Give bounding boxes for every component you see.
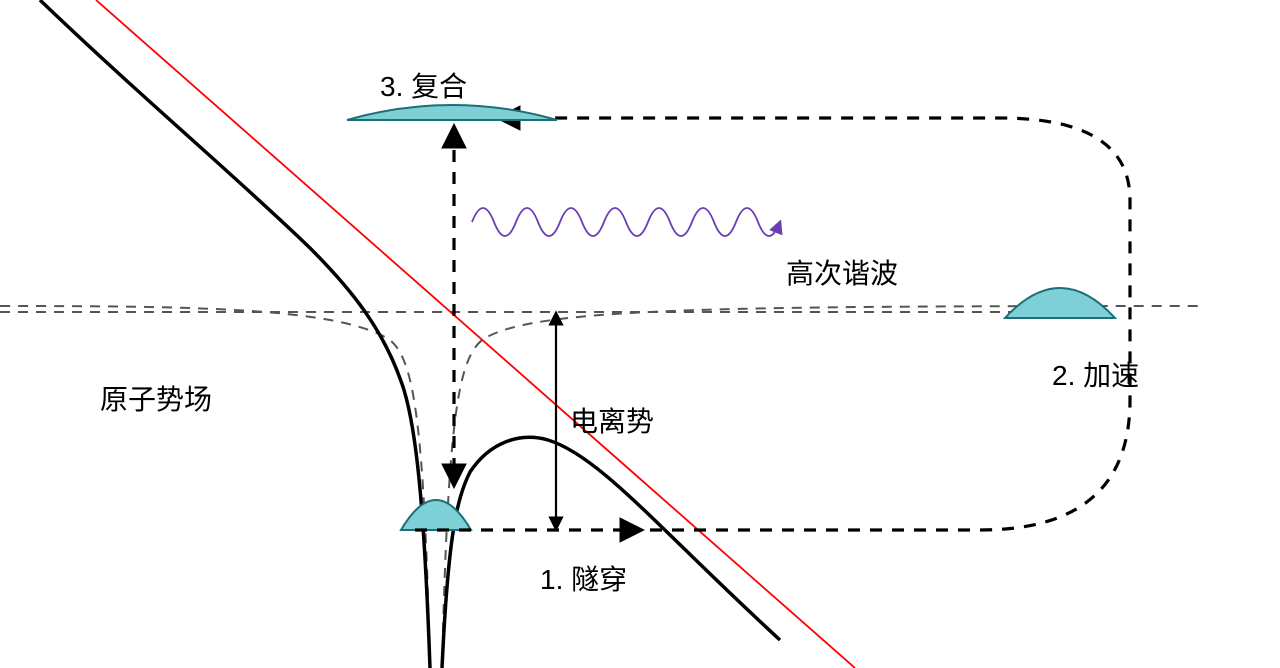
combined-potential-left [40,0,430,668]
label-step3: 3. 复合 [380,65,467,105]
harmonic-wave [472,208,780,236]
label-step2: 2. 加速 [1052,354,1139,394]
wavepacket-accelerated [1005,288,1115,318]
label-step1: 1. 隧穿 [540,558,627,598]
wavepacket-ground [401,500,471,530]
laser-field-line [96,0,855,668]
label-atom-potential: 原子势场 [100,378,212,418]
hhg-three-step-diagram [0,0,1280,668]
label-ionization-potential: 电离势 [570,400,654,440]
wavepacket-recombined [347,105,557,120]
combined-potential-right [442,437,780,668]
atom-potential-dashed [0,306,1200,668]
label-high-harmonic: 高次谐波 [786,252,898,292]
